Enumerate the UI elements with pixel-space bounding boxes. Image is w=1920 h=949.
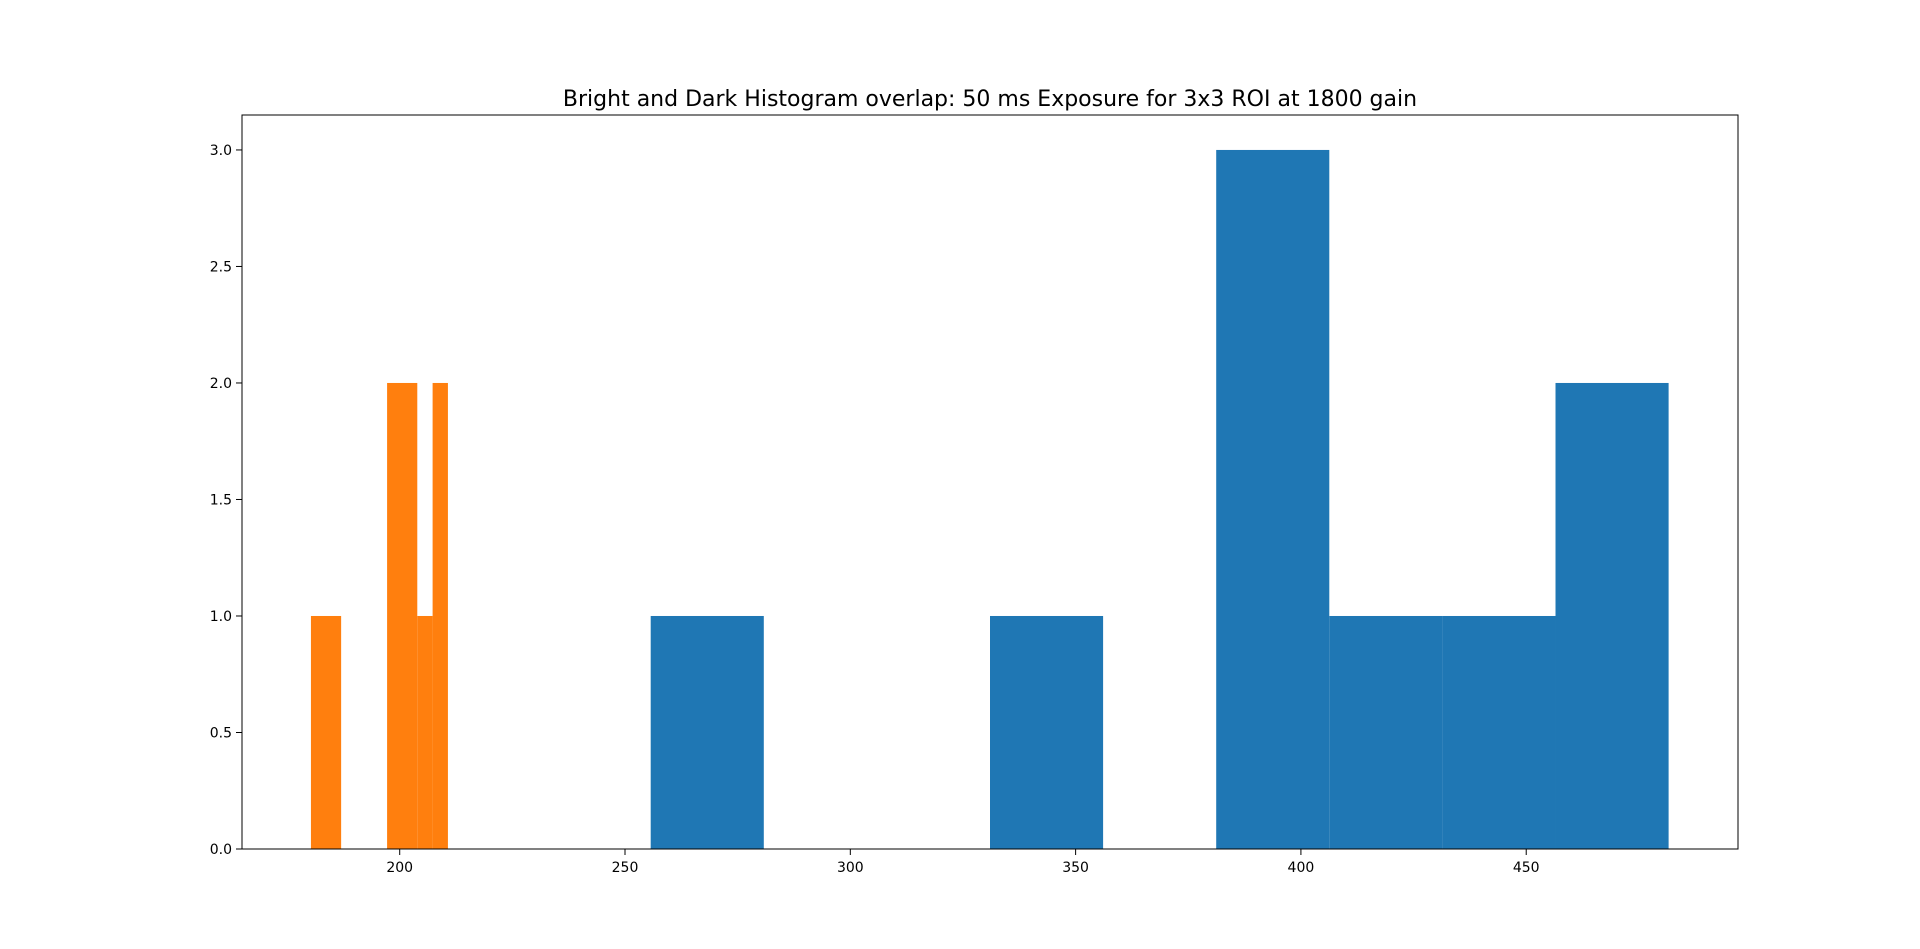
histogram-bar-series2-bin6 — [432, 382, 448, 849]
plot-frame — [241, 114, 1739, 850]
x-tick-label: 300 — [837, 860, 864, 876]
histogram-bar-series1-bin7 — [1329, 615, 1443, 849]
bars-layer — [310, 149, 1669, 849]
x-tick-label: 250 — [612, 860, 639, 876]
histogram-bar-series1-bin8 — [1442, 615, 1556, 849]
histogram-bar-series1-bin9 — [1555, 382, 1669, 849]
histogram-bar-series1-bin1 — [650, 615, 764, 849]
x-tick-label: 200 — [386, 860, 413, 876]
y-tick-label: 2.0 — [210, 376, 232, 392]
chart-title: Bright and Dark Histogram overlap: 50 ms… — [563, 87, 1417, 112]
x-tick-label: 350 — [1062, 860, 1089, 876]
y-tick-label: 0.0 — [210, 842, 232, 858]
histogram-bar-series1-bin4 — [990, 615, 1104, 849]
x-tick-label: 400 — [1288, 860, 1315, 876]
y-tick-label: 1.5 — [210, 492, 232, 508]
axes-layer: 200 250 300 350 400 450 0.0 0.5 1.0 1.5 2.0 2.5 3.0 — [210, 143, 1540, 876]
y-tick-label: 0.5 — [210, 725, 232, 741]
histogram-bar-series2-bin1 — [310, 615, 342, 849]
y-tick-label: 1.0 — [210, 609, 232, 625]
x-tick-label: 450 — [1513, 860, 1540, 876]
y-tick-label: 3.0 — [210, 143, 232, 159]
histogram-bar-series2-bin4 — [387, 382, 418, 849]
histogram-bar-series1-bin6 — [1216, 149, 1330, 849]
histogram-bar-series2-bin5 — [417, 615, 433, 849]
y-tick-label: 2.5 — [210, 259, 232, 275]
